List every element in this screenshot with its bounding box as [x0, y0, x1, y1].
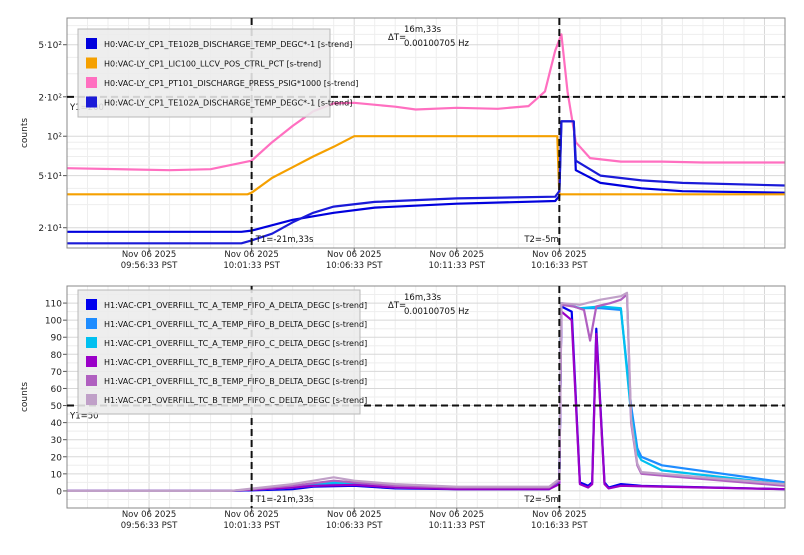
- x-tick-time: 10:01:33 PST: [223, 261, 280, 271]
- y-axis-label: counts: [20, 118, 30, 148]
- y-tick-label: 0: [56, 487, 62, 497]
- legend-swatch-2[interactable]: [86, 318, 97, 329]
- delta-time: 16m,33s: [404, 25, 442, 35]
- legend-label-4: H1:VAC-CP1_OVERFILL_TC_B_TEMP_FIFO_A_DEL…: [104, 358, 367, 367]
- legend-swatch-2[interactable]: [86, 57, 97, 69]
- legend-box: [77, 289, 361, 415]
- legend-label-2: H0:VAC-LY_CP1_LIC100_LLCV_POS_CTRL_PCT […: [104, 60, 321, 69]
- x-tick-date: Nov 06 2025: [224, 510, 278, 520]
- y-axis-label: counts: [20, 382, 30, 412]
- x-tick-time: 10:01:33 PST: [223, 521, 280, 531]
- legend-label-3: H0:VAC-LY_CP1_PT101_DISCHARGE_PRESS_PSIG…: [104, 79, 358, 88]
- legend: H1:VAC-CP1_OVERFILL_TC_A_TEMP_FIFO_A_DEL…: [77, 289, 367, 415]
- y-tick-label: 50: [51, 402, 63, 412]
- legend-label-5: H1:VAC-CP1_OVERFILL_TC_B_TEMP_FIFO_B_DEL…: [104, 377, 367, 386]
- series-group: [66, 33, 786, 245]
- x-tick-time: 09:56:33 PST: [121, 521, 178, 531]
- series-line-1: [67, 120, 786, 233]
- delta-symbol: ΔT=: [388, 301, 406, 311]
- delta-symbol: ΔT=: [388, 33, 406, 43]
- delta-frequency: 0.00100705 Hz: [404, 39, 469, 49]
- chart-panel-1: 2·10¹ 5·10¹ 10² 2·10² 5·10² counts Nov 06 2025…: [20, 17, 786, 271]
- x-tick-time: 10:16:33 PST: [531, 521, 588, 531]
- x-tick-date: Nov 06 2025: [327, 250, 381, 260]
- y-tick-label: 70: [51, 368, 63, 378]
- legend-swatch-5[interactable]: [86, 375, 97, 386]
- x-tick-time: 10:11:33 PST: [428, 521, 485, 531]
- legend-label-4: H0:VAC-LY_CP1_TE102A_DISCHARGE_TEMP_DEGC…: [104, 99, 352, 108]
- x-tick-date: Nov 06 2025: [122, 250, 176, 260]
- x-tick-date: Nov 06 2025: [532, 510, 586, 520]
- t1-cursor-label: T1=-21m,33s: [255, 495, 314, 505]
- legend-swatch-1[interactable]: [86, 38, 97, 49]
- y-tick-label: 40: [51, 419, 63, 429]
- y-tick-label: 80: [51, 351, 63, 361]
- legend-label-3: H1:VAC-CP1_OVERFILL_TC_A_TEMP_FIFO_C_DEL…: [104, 339, 367, 348]
- delta-time: 16m,33s: [404, 293, 442, 303]
- y-tick-label: 2·10²: [38, 93, 62, 103]
- x-tick-time: 10:06:33 PST: [326, 261, 383, 271]
- y-tick-label: 110: [45, 300, 62, 310]
- delta-frequency: 0.00100705 Hz: [404, 307, 469, 317]
- t2-cursor-label: T2=-5m: [523, 235, 558, 245]
- series-line-4: [67, 120, 786, 245]
- y-axis: 0 10 20 30 40 50 60 70 80 90 100 110 counts: [20, 300, 67, 497]
- x-tick-date: Nov 06 2025: [430, 250, 484, 260]
- plot-frame: [66, 17, 786, 249]
- t1-cursor-label: T1=-21m,33s: [255, 235, 314, 245]
- x-tick-date: Nov 06 2025: [532, 250, 586, 260]
- legend-swatch-4[interactable]: [86, 356, 97, 367]
- series-line-3: [66, 33, 785, 172]
- legend-label-1: H1:VAC-CP1_OVERFILL_TC_A_TEMP_FIFO_A_DEL…: [104, 301, 367, 310]
- legend-swatch-4[interactable]: [86, 96, 97, 108]
- y-tick-label: 5·10²: [38, 41, 62, 51]
- x-tick-date: Nov 06 2025: [224, 250, 278, 260]
- y-tick-label: 90: [51, 334, 63, 344]
- y-tick-label: 10: [51, 470, 63, 480]
- legend-swatch-6[interactable]: [86, 394, 97, 405]
- plot-frame: [66, 285, 786, 509]
- y-tick-label: 20: [51, 453, 63, 463]
- x-tick-time: 09:56:33 PST: [121, 261, 178, 271]
- x-tick-date: Nov 06 2025: [430, 510, 484, 520]
- series-group: [67, 291, 786, 492]
- y-tick-label: 30: [51, 436, 63, 446]
- series-line-2: [67, 135, 785, 196]
- legend: H0:VAC-LY_CP1_TE102B_DISCHARGE_TEMP_DEGC…: [77, 28, 358, 118]
- legend-swatch-3[interactable]: [86, 77, 97, 88]
- legend-label-6: H1:VAC-CP1_OVERFILL_TC_B_TEMP_FIFO_C_DEL…: [104, 396, 367, 405]
- x-tick-time: 10:16:33 PST: [531, 261, 588, 271]
- y-axis: 2·10¹ 5·10¹ 10² 2·10² 5·10² counts: [20, 41, 67, 234]
- series-line-6: [67, 291, 786, 492]
- y-tick-label: 5·10¹: [38, 172, 62, 182]
- x-tick-date: Nov 06 2025: [122, 510, 176, 520]
- y-tick-label: 2·10¹: [38, 224, 62, 234]
- chart-panel-2: 0 10 20 30 40 50 60 70 80 90 100 110 counts Nov 06 20…: [20, 285, 786, 531]
- y-tick-label: 60: [51, 385, 63, 395]
- t2-cursor-label: T2=-5m: [523, 495, 558, 505]
- x-tick-date: Nov 06 2025: [327, 510, 381, 520]
- legend-box: [77, 28, 331, 118]
- x-tick-time: 10:06:33 PST: [326, 521, 383, 531]
- legend-label-1: H0:VAC-LY_CP1_TE102B_DISCHARGE_TEMP_DEGC…: [104, 40, 352, 49]
- y1-cursor-label: Y1=50: [69, 412, 99, 422]
- x-tick-time: 10:11:33 PST: [428, 261, 485, 271]
- y-tick-label: 10²: [47, 133, 62, 143]
- legend-swatch-3[interactable]: [86, 337, 97, 348]
- legend-label-2: H1:VAC-CP1_OVERFILL_TC_A_TEMP_FIFO_B_DEL…: [104, 320, 367, 329]
- y-tick-label: 100: [45, 317, 62, 327]
- legend-swatch-1[interactable]: [86, 299, 97, 310]
